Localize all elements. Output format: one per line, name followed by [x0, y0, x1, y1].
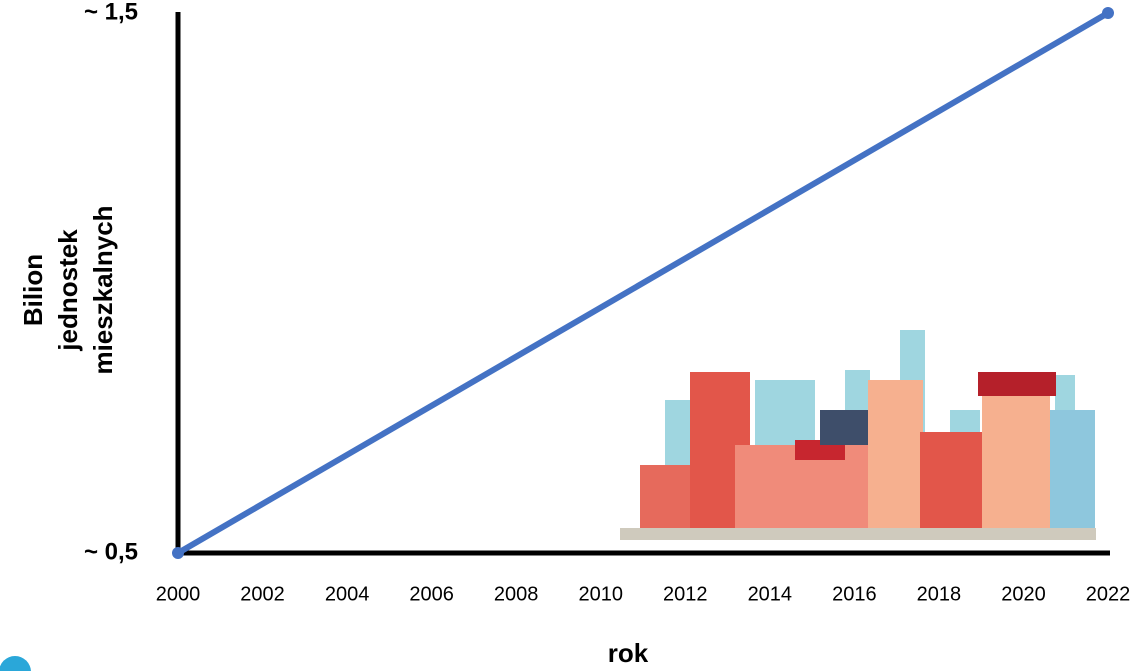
x-tick-label: 2014 [748, 583, 793, 605]
x-tick-label: 2022 [1086, 583, 1131, 605]
y-tick-label: ~ 1,5 [84, 0, 138, 25]
x-tick-label: 2012 [663, 583, 708, 605]
x-tick-label: 2002 [240, 583, 285, 605]
building [868, 380, 923, 528]
y-axis-label-line: mieszkalnych [88, 205, 118, 374]
x-tick-label: 2000 [156, 583, 201, 605]
building [640, 465, 695, 528]
y-tick-label: ~ 0,5 [84, 538, 138, 565]
x-tick-label: 2018 [917, 583, 962, 605]
x-axis-label: rok [608, 638, 649, 668]
building [982, 396, 1050, 528]
roof [978, 372, 1056, 396]
y-axis-label-line: Bilion [18, 254, 48, 326]
y-axis-label: Bilion jednostek mieszkalnych [18, 205, 118, 374]
glass-building [1050, 410, 1095, 528]
x-tick-label: 2010 [578, 583, 623, 605]
corner-icon [0, 656, 31, 671]
y-axis-label-line: jednostek [53, 229, 83, 352]
x-tick-label: 2016 [832, 583, 877, 605]
data-point [172, 547, 184, 559]
x-tick-label: 2004 [325, 583, 370, 605]
building [920, 432, 982, 528]
x-tick-label: 2006 [409, 583, 454, 605]
dome [820, 410, 870, 445]
data-line [176, 10, 1110, 556]
x-tick-label: 2020 [1001, 583, 1046, 605]
ground [620, 528, 1096, 540]
data-point [1102, 7, 1114, 19]
city-illustration [620, 330, 1096, 540]
x-tick-label: 2008 [494, 583, 539, 605]
